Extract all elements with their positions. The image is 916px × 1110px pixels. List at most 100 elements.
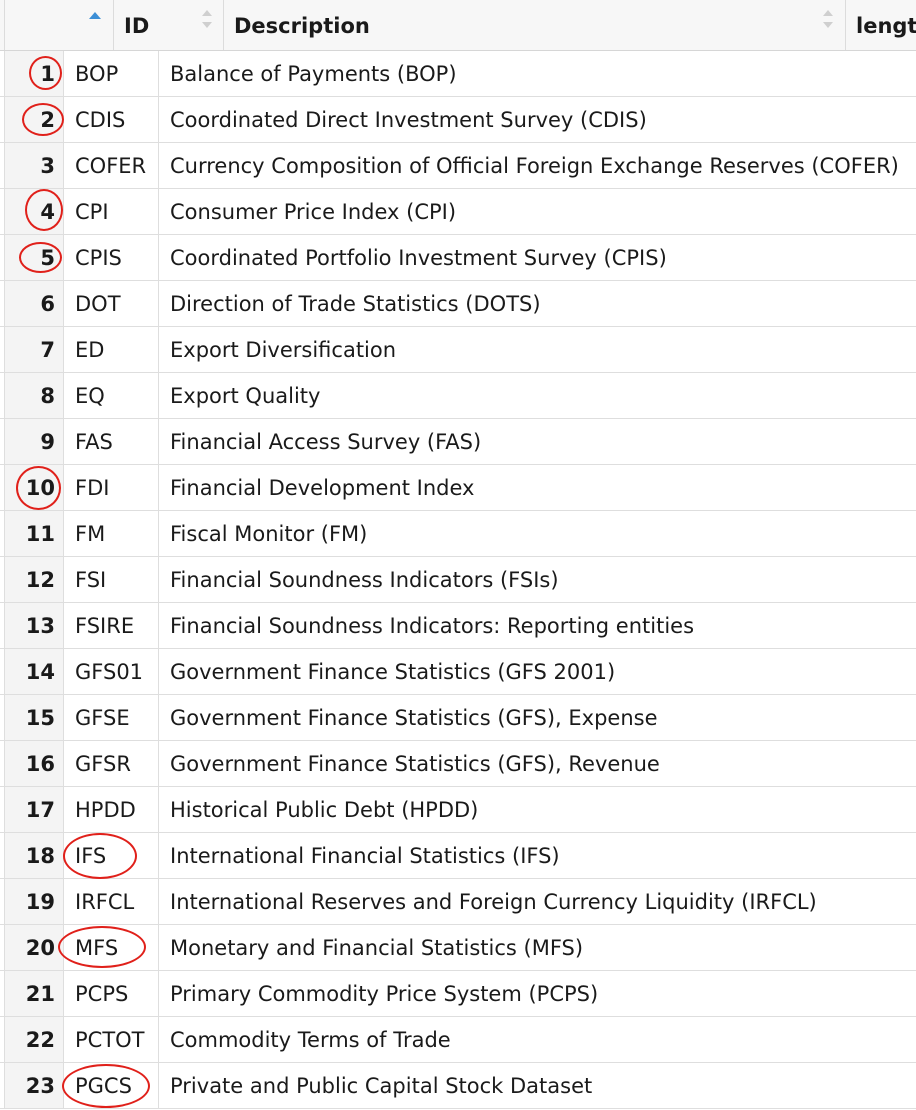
table-row[interactable]: 13 FSIRE Financial Soundness Indicators: R… — [0, 603, 916, 649]
row-index-cell: 21 — [4, 971, 64, 1016]
row-index-cell: 20 — [4, 925, 64, 970]
description-cell: Coordinated Direct Investment Survey (CD… — [170, 108, 647, 132]
column-header-length[interactable]: length — [846, 0, 916, 50]
id-cell: BOP — [64, 51, 159, 96]
row-index-cell: 16 — [4, 741, 64, 786]
table-body: 1 BOP Balance of Payments (BOP) 2 CDIS Coordi… — [0, 51, 916, 1109]
table-row[interactable]: 10 FDI Financial Development Index — [0, 465, 916, 511]
description-cell: Government Finance Statistics (GFS), Exp… — [170, 706, 658, 730]
table-row[interactable]: 3 COFER Currency Composition of Official F… — [0, 143, 916, 189]
row-index-cell: 2 — [4, 97, 64, 142]
row-index-cell: 6 — [4, 281, 64, 326]
row-index-cell: 1 — [4, 51, 64, 96]
table-row[interactable]: 21 PCPS Primary Commodity Price System (PC… — [0, 971, 916, 1017]
id-cell: PGCS — [64, 1063, 159, 1108]
table-row[interactable]: 19 IRFCL International Reserves and Foreig… — [0, 879, 916, 925]
description-cell: Coordinated Portfolio Investment Survey … — [170, 246, 667, 270]
id-cell: DOT — [64, 281, 159, 326]
table-row[interactable]: 8 EQ Export Quality — [0, 373, 916, 419]
id-cell: FSI — [64, 557, 159, 602]
column-header-index[interactable] — [4, 0, 114, 50]
row-index-cell: 13 — [4, 603, 64, 648]
id-cell: PCTOT — [64, 1017, 159, 1062]
column-header-id[interactable]: ID — [114, 0, 224, 50]
description-cell: International Financial Statistics (IFS) — [170, 844, 560, 868]
row-index-cell: 8 — [4, 373, 64, 418]
row-index-cell: 3 — [4, 143, 64, 188]
sort-ascending-icon[interactable] — [89, 12, 101, 19]
description-cell: Direction of Trade Statistics (DOTS) — [170, 292, 541, 316]
id-cell: GFSE — [64, 695, 159, 740]
description-cell: Export Diversification — [170, 338, 397, 362]
row-index-cell: 4 — [4, 189, 64, 234]
table-header: ID Description length — [0, 0, 916, 51]
table-row[interactable]: 16 GFSR Government Finance Statistics (GFS… — [0, 741, 916, 787]
row-index-cell: 14 — [4, 649, 64, 694]
description-cell: International Reserves and Foreign Curre… — [170, 890, 817, 914]
id-cell: EQ — [64, 373, 159, 418]
id-cell: IFS — [64, 833, 159, 878]
table-row[interactable]: 14 GFS01 Government Finance Statistics (GF… — [0, 649, 916, 695]
description-cell: Government Finance Statistics (GFS 2001) — [170, 660, 616, 684]
id-cell: CDIS — [64, 97, 159, 142]
table-row[interactable]: 18 IFS International Financial Statistics … — [0, 833, 916, 879]
description-cell: Financial Access Survey (FAS) — [170, 430, 482, 454]
sort-icon[interactable] — [823, 10, 833, 32]
table-row[interactable]: 9 FAS Financial Access Survey (FAS) — [0, 419, 916, 465]
description-cell: Financial Development Index — [170, 476, 475, 500]
description-cell: Monetary and Financial Statistics (MFS) — [170, 936, 584, 960]
description-cell: Currency Composition of Official Foreign… — [170, 154, 899, 178]
column-header-id-label: ID — [124, 14, 150, 38]
table-row[interactable]: 2 CDIS Coordinated Direct Investment Surve… — [0, 97, 916, 143]
table-row[interactable]: 7 ED Export Diversification — [0, 327, 916, 373]
id-cell: IRFCL — [64, 879, 159, 924]
table-row[interactable]: 5 CPIS Coordinated Portfolio Investment Su… — [0, 235, 916, 281]
table-row[interactable]: 15 GFSE Government Finance Statistics (GFS… — [0, 695, 916, 741]
description-cell: Financial Soundness Indicators: Reportin… — [170, 614, 695, 638]
id-cell: GFS01 — [64, 649, 159, 694]
description-cell: Balance of Payments (BOP) — [170, 62, 457, 86]
id-cell: CPIS — [64, 235, 159, 280]
description-cell: Export Quality — [170, 384, 321, 408]
table-row[interactable]: 22 PCTOT Commodity Terms of Trade — [0, 1017, 916, 1063]
row-index-cell: 17 — [4, 787, 64, 832]
description-cell: Commodity Terms of Trade — [170, 1028, 451, 1052]
description-cell: Private and Public Capital Stock Dataset — [170, 1074, 593, 1098]
id-cell: FDI — [64, 465, 159, 510]
table-row[interactable]: 23 PGCS Private and Public Capital Stock D… — [0, 1063, 916, 1109]
row-index-cell: 11 — [4, 511, 64, 556]
id-cell: ED — [64, 327, 159, 372]
row-index-cell: 22 — [4, 1017, 64, 1062]
table-row[interactable]: 1 BOP Balance of Payments (BOP) — [0, 51, 916, 97]
id-cell: MFS — [64, 925, 159, 970]
id-cell: COFER — [64, 143, 159, 188]
table-row[interactable]: 11 FM Fiscal Monitor (FM) — [0, 511, 916, 557]
description-cell: Financial Soundness Indicators (FSIs) — [170, 568, 559, 592]
id-cell: PCPS — [64, 971, 159, 1016]
row-index-cell: 10 — [4, 465, 64, 510]
column-header-length-label: length — [856, 14, 916, 38]
description-cell: Government Finance Statistics (GFS), Rev… — [170, 752, 660, 776]
description-cell: Fiscal Monitor (FM) — [170, 522, 368, 546]
table-row[interactable]: 20 MFS Monetary and Financial Statistics (… — [0, 925, 916, 971]
sort-icon[interactable] — [202, 10, 212, 32]
row-index-cell: 7 — [4, 327, 64, 372]
column-header-description-label: Description — [234, 14, 370, 38]
row-index-cell: 12 — [4, 557, 64, 602]
id-cell: GFSR — [64, 741, 159, 786]
row-index-cell: 23 — [4, 1063, 64, 1108]
row-index-cell: 15 — [4, 695, 64, 740]
table-row[interactable]: 12 FSI Financial Soundness Indicators (FSI… — [0, 557, 916, 603]
id-cell: FAS — [64, 419, 159, 464]
row-index-cell: 19 — [4, 879, 64, 924]
table-row[interactable]: 17 HPDD Historical Public Debt (HPDD) — [0, 787, 916, 833]
row-index-cell: 5 — [4, 235, 64, 280]
id-cell: HPDD — [64, 787, 159, 832]
table-row[interactable]: 6 DOT Direction of Trade Statistics (DOTS) — [0, 281, 916, 327]
table-row[interactable]: 4 CPI Consumer Price Index (CPI) — [0, 189, 916, 235]
column-header-description[interactable]: Description — [224, 0, 846, 50]
description-cell: Consumer Price Index (CPI) — [170, 200, 457, 224]
id-cell: FM — [64, 511, 159, 556]
id-cell: CPI — [64, 189, 159, 234]
description-cell: Historical Public Debt (HPDD) — [170, 798, 479, 822]
